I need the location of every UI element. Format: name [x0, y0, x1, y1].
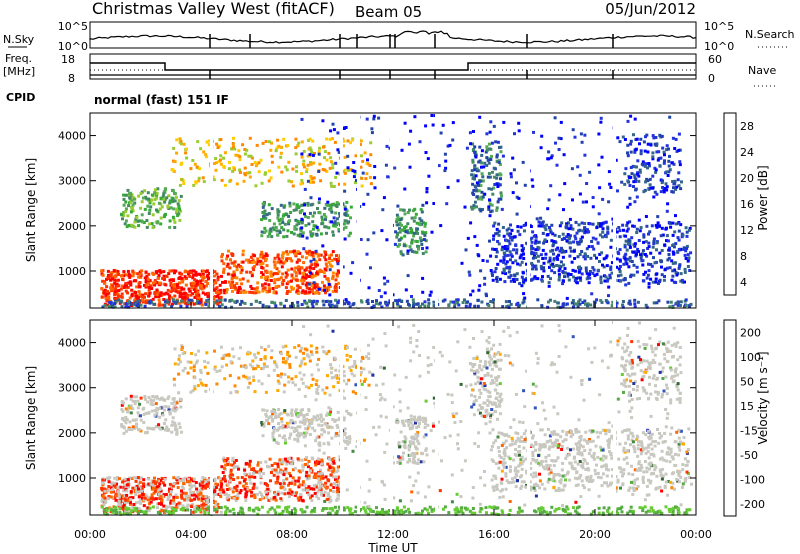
- colorbar-tick-label: 100: [740, 351, 761, 364]
- freq-label-line2: [MHz]: [3, 65, 35, 78]
- nave-label: Nave: [748, 64, 776, 77]
- y-tick-label: 1000: [58, 472, 86, 485]
- freq-left-tick-bottom: 8: [68, 72, 75, 85]
- velocity-panel: 1000 2000 3000 4000 00:00 04:00 08:00 12:00 16:…: [24, 302, 770, 554]
- power-colorbar: 28 24 20 16 12 8 4: [723, 112, 754, 296]
- velocity-y-ticks: 1000 2000 3000 4000: [58, 337, 696, 485]
- power-y-ticks: 1000 2000 3000 4000: [58, 130, 696, 278]
- velocity-data-field: [100, 320, 693, 516]
- noise-right-tick-bottom: 10^0: [704, 40, 734, 53]
- x-tick-label: 20:00: [579, 528, 611, 541]
- freq-trace: [90, 62, 696, 79]
- y-tick-label: 4000: [58, 130, 86, 143]
- freq-left-tick-top: 18: [61, 53, 75, 66]
- colorbar-tick-label: -50: [740, 449, 758, 462]
- colorbar-tick-label: 24: [740, 146, 754, 159]
- x-tick-label: 12:00: [377, 528, 409, 541]
- cpid-label: CPID: [6, 91, 35, 104]
- colorbar-tick-label: 4: [740, 276, 747, 289]
- power-data-field: [100, 113, 693, 309]
- y-tick-label: 2000: [58, 427, 86, 440]
- beam-label: Beam 05: [355, 3, 422, 21]
- power-panel: 1000 2000 3000 4000 Slant Range [km] 28 24 20…: [24, 112, 770, 309]
- nave-right-tick-bottom: 0: [708, 72, 715, 85]
- power-colorbar-label: Power [dB]: [756, 165, 770, 230]
- x-tick-label: 00:00: [680, 528, 712, 541]
- frequency-panel: Freq. [MHz] 18 8 60 0 Nave CPID normal (…: [3, 52, 778, 107]
- noise-left-label: N.Sky: [3, 33, 35, 46]
- colorbar-tick-label: -15: [740, 424, 758, 437]
- colorbar-tick-label: 200: [740, 326, 761, 339]
- station-title: Christmas Valley West (fitACF): [92, 0, 335, 18]
- colorbar-tick-label: -200: [740, 498, 765, 511]
- y-tick-label: 1000: [58, 265, 86, 278]
- colorbar-tick-label: 8: [740, 250, 747, 263]
- colorbar-tick-label: 28: [740, 120, 754, 133]
- x-tick-label: 16:00: [478, 528, 510, 541]
- velocity-ylabel: Slant Range [km]: [24, 366, 38, 470]
- noise-right-tick-top: 10^5: [704, 20, 734, 33]
- noise-trace: [89, 30, 697, 48]
- x-tick-label: 04:00: [175, 528, 207, 541]
- date-label: 05/Jun/2012: [605, 0, 696, 18]
- velocity-x-ticks: 00:00 04:00 08:00 12:00 16:00 20:00 00:00: [74, 302, 712, 541]
- y-tick-label: 4000: [58, 337, 86, 350]
- freq-label-line1: Freq.: [5, 52, 32, 65]
- nave-right-tick-top: 60: [708, 53, 722, 66]
- y-tick-label: 2000: [58, 220, 86, 233]
- colorbar-tick-label: 16: [740, 198, 754, 211]
- colorbar-tick-label: 12: [740, 224, 754, 237]
- velocity-xlabel: Time UT: [367, 541, 418, 554]
- colorbar-tick-label: 15: [740, 400, 754, 413]
- y-tick-label: 3000: [58, 175, 86, 188]
- noise-panel: N.Sky 10^5 10^0 10^5 10^0 N.Search: [3, 20, 795, 53]
- colorbar-tick-label: 50: [740, 375, 754, 388]
- x-tick-label: 08:00: [276, 528, 308, 541]
- power-ylabel: Slant Range [km]: [24, 158, 38, 262]
- velocity-colorbar-label: Velocity [m s⁻¹]: [756, 351, 770, 444]
- noise-left-tick-bottom: 10^0: [58, 40, 88, 53]
- colorbar-tick-label: -100: [740, 473, 765, 486]
- noise-right-label: N.Search: [745, 28, 795, 41]
- noise-left-tick-top: 10^5: [58, 20, 88, 33]
- x-tick-label: 00:00: [74, 528, 106, 541]
- cpid-value: normal (fast) 151 IF: [94, 93, 229, 107]
- velocity-colorbar: 200 100 50 15 -15 -50 -100 -200: [723, 319, 765, 517]
- colorbar-tick-label: 20: [740, 172, 754, 185]
- y-tick-label: 3000: [58, 382, 86, 395]
